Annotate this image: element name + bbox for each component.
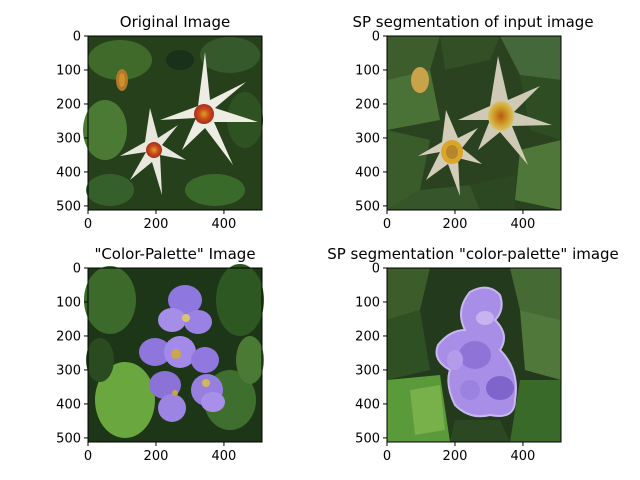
y-tick-label: 300: [355, 363, 380, 378]
image-original: [83, 36, 263, 210]
x-tick-label: 0: [383, 217, 391, 232]
x-axis: 0 200 400: [383, 210, 535, 232]
axes-frame: [87, 35, 263, 211]
x-axis: 0 200 400: [84, 210, 236, 232]
x-tick-label: 0: [84, 449, 92, 464]
y-tick-label: 200: [355, 97, 380, 112]
x-tick-label: 200: [443, 449, 468, 464]
y-tick-label: 100: [56, 295, 81, 310]
x-tick-label: 400: [212, 217, 237, 232]
panel-title: Original Image: [120, 13, 230, 31]
y-tick-label: 100: [56, 63, 81, 78]
y-tick-label: 0: [372, 262, 380, 277]
y-tick-label: 300: [56, 363, 81, 378]
y-tick-label: 0: [73, 262, 81, 277]
panel-original-image: Original Image 0 100 200 300 400 500 0 200 400: [56, 13, 263, 232]
y-tick-label: 400: [56, 397, 81, 412]
y-tick-label: 500: [355, 199, 380, 214]
x-tick-label: 400: [511, 449, 536, 464]
y-tick-label: 100: [355, 295, 380, 310]
x-axis: 0 200 400: [383, 442, 535, 464]
x-tick-label: 200: [144, 217, 169, 232]
axes-frame: [386, 35, 562, 211]
y-tick-label: 300: [355, 131, 380, 146]
y-tick-label: 0: [73, 30, 81, 45]
y-tick-label: 500: [56, 431, 81, 446]
x-tick-label: 0: [383, 449, 391, 464]
axes-frame: [386, 267, 562, 443]
y-tick-label: 200: [56, 97, 81, 112]
x-tick-label: 400: [212, 449, 237, 464]
y-tick-label: 200: [56, 329, 81, 344]
panel-sp-segmentation-color-palette: SP segmentation "color-palette" image 0 1…: [327, 245, 619, 464]
y-axis: 0 100 200 300 400 500: [56, 262, 88, 446]
x-tick-label: 0: [84, 217, 92, 232]
x-tick-label: 200: [443, 217, 468, 232]
y-axis: 0 100 200 300 400 500: [355, 30, 387, 214]
y-tick-label: 500: [56, 199, 81, 214]
image-color-palette: [84, 264, 264, 442]
y-tick-label: 300: [56, 131, 81, 146]
y-tick-label: 400: [56, 165, 81, 180]
y-axis: 0 100 200 300 400 500: [355, 262, 387, 446]
axes-frame: [87, 267, 263, 443]
panel-sp-segmentation-input: SP segmentation of input image 0 100 200 30…: [352, 13, 593, 232]
y-tick-label: 400: [355, 165, 380, 180]
y-tick-label: 400: [355, 397, 380, 412]
x-tick-label: 400: [511, 217, 536, 232]
y-tick-label: 200: [355, 329, 380, 344]
panel-title: SP segmentation "color-palette" image: [327, 245, 619, 263]
image-sp-segmentation-input: [387, 36, 561, 210]
image-sp-segmentation-color-palette: [387, 268, 561, 442]
panel-title: "Color-Palette" Image: [94, 245, 255, 263]
y-tick-label: 0: [372, 30, 380, 45]
y-axis: 0 100 200 300 400 500: [56, 30, 88, 214]
x-tick-label: 200: [144, 449, 169, 464]
y-tick-label: 100: [355, 63, 380, 78]
x-axis: 0 200 400: [84, 442, 236, 464]
y-tick-label: 500: [355, 431, 380, 446]
panel-title: SP segmentation of input image: [352, 13, 593, 31]
